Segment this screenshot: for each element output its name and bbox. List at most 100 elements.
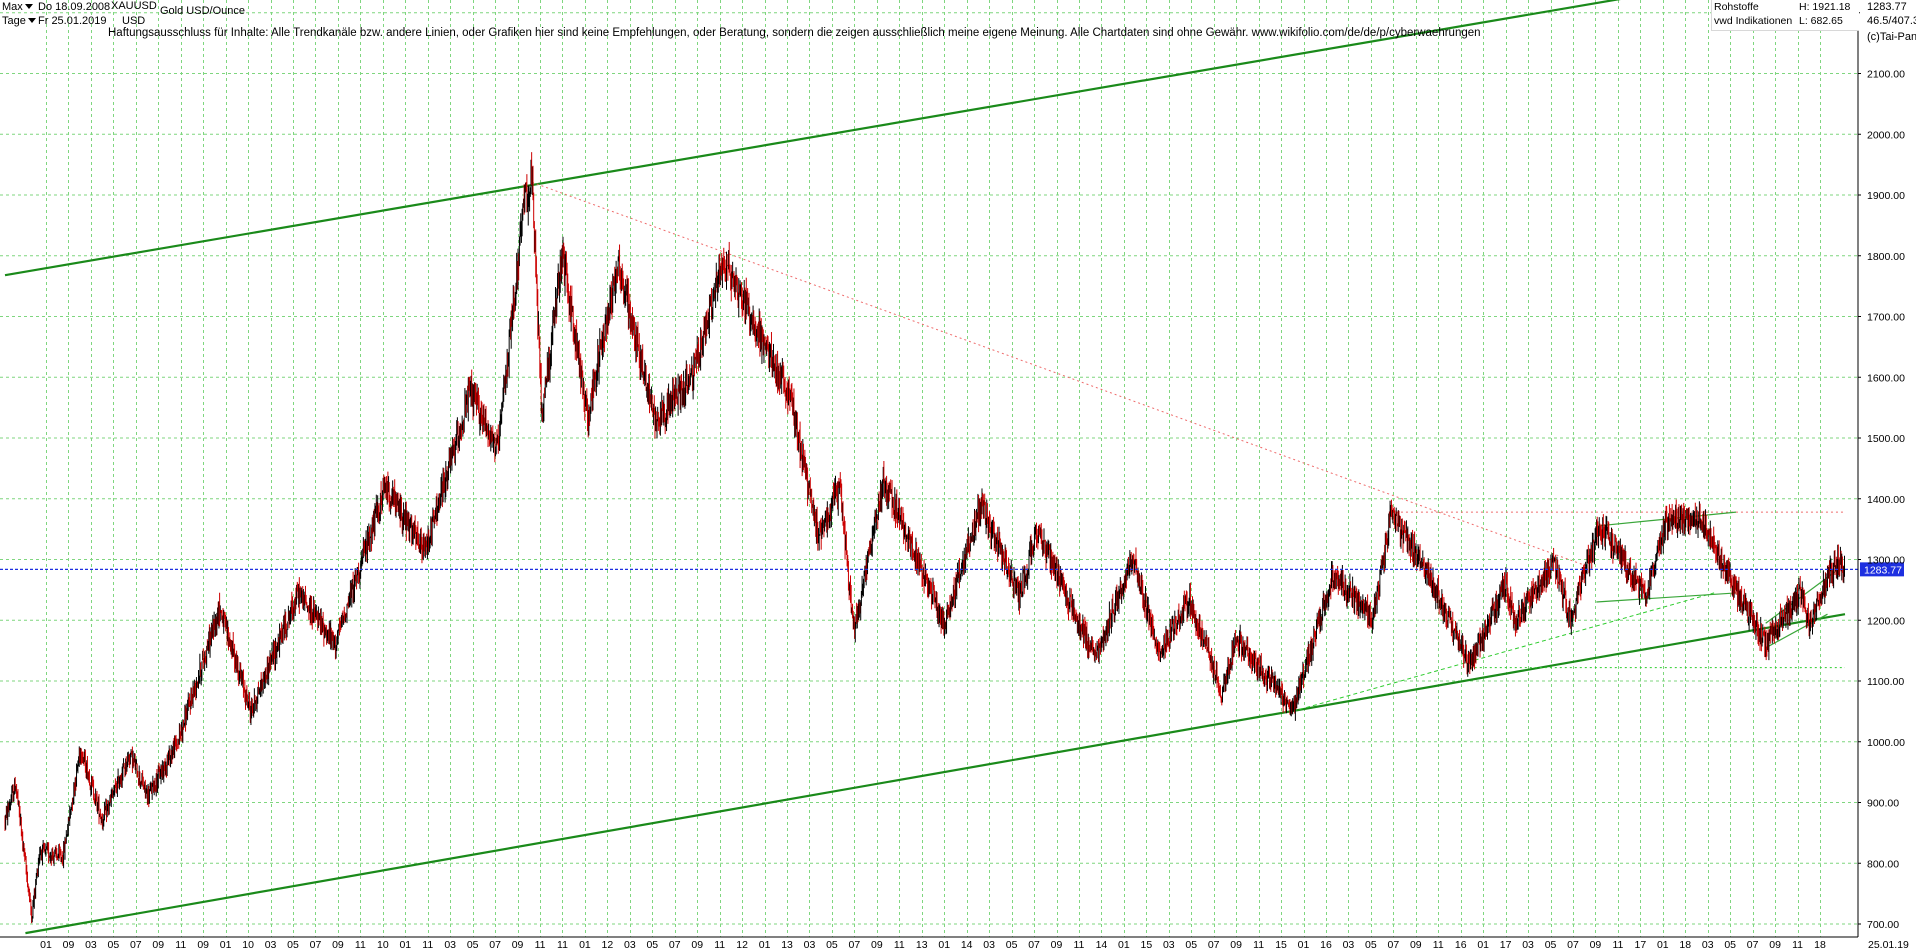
- info-low: L: 682.65: [1799, 15, 1843, 27]
- y-header-box: 1283.77 46.5/407.3 (c)Tai-Pan: [1860, 0, 1916, 48]
- instrument-name: Gold USD/Ounce: [160, 5, 245, 17]
- x-tick-label: 05: [1365, 939, 1377, 951]
- x-tick-label: 11: [1433, 939, 1444, 951]
- x-tick-label: 03: [265, 939, 277, 951]
- x-tick-label: 09: [1410, 939, 1422, 951]
- x-tick-label: 03: [1343, 939, 1355, 951]
- x-tick-label: 01: [220, 939, 232, 951]
- chevron-down-icon: [27, 18, 36, 24]
- x-tick-label: 01: [938, 939, 950, 951]
- x-tick-label: 12: [736, 939, 748, 951]
- x-tick-label: 11: [557, 939, 568, 951]
- x-tick-label: 09: [1590, 939, 1602, 951]
- x-tick-label: 05: [1724, 939, 1736, 951]
- x-tick-label: 09: [691, 939, 703, 951]
- x-tick-label: 07: [310, 939, 322, 951]
- x-tick-label: 01: [40, 939, 52, 951]
- x-tick-label: 01: [579, 939, 591, 951]
- x-tick-label: 13: [781, 939, 793, 951]
- disclaimer: Haftungsausschluss für Inhalte: Alle Tre…: [108, 27, 1481, 39]
- descending-resistance: [531, 181, 1586, 567]
- y-tick-label: 1300.00: [1867, 555, 1905, 567]
- x-tick-label: 01: [1298, 939, 1310, 951]
- x-tick-label: 05: [287, 939, 299, 951]
- x-tick-label: 17: [1500, 939, 1512, 951]
- price-tag-label: 1283.77: [1864, 564, 1902, 576]
- x-tick-label: 11: [422, 939, 433, 951]
- x-tick-label: 09: [63, 939, 75, 951]
- y-tick-label: 1900.00: [1867, 190, 1905, 202]
- y-tick-label: 1100.00: [1867, 676, 1904, 688]
- x-tick-label: 10: [377, 939, 389, 951]
- x-tick-label: 07: [669, 939, 681, 951]
- x-tick-label: 07: [489, 939, 501, 951]
- x-tick-label: 07: [1028, 939, 1040, 951]
- x-tick-label: 05: [1185, 939, 1197, 951]
- indicator-value: 46.5/407.3: [1867, 15, 1916, 27]
- range-dropdown[interactable]: Max: [2, 1, 36, 14]
- x-tick-label: 01: [1477, 939, 1489, 951]
- x-tick-label: 07: [1387, 939, 1399, 951]
- y-tick-label: 1800.00: [1867, 251, 1905, 263]
- plot-background: [0, 0, 1858, 937]
- y-tick-label: 2100.00: [1867, 69, 1905, 81]
- x-tick-label: 16: [1455, 939, 1467, 951]
- y-tick-label: 2000.00: [1867, 129, 1905, 141]
- candlesticks: [4, 152, 1846, 924]
- x-tick-label: 07: [130, 939, 142, 951]
- price-tag-background: [1860, 562, 1904, 577]
- x-tick-label: 09: [1051, 939, 1063, 951]
- x-tick-label: 05: [826, 939, 838, 951]
- x-tick-label: 05: [646, 939, 658, 951]
- info-high: H: 1921.18: [1799, 1, 1851, 13]
- y-tick-label: 1200.00: [1867, 615, 1905, 627]
- x-axis: 01 09 03 05 07 09 11 09 01 10 03 05 07 09 11 10 01 11 03 05…: [40, 939, 1909, 951]
- x-tick-label: 11: [894, 939, 905, 951]
- y-tick-label: 1400.00: [1867, 494, 1905, 506]
- x-tick-label: 03: [804, 939, 816, 951]
- x-tick-label: 14: [1096, 939, 1108, 951]
- x-tick-label: 14: [961, 939, 973, 951]
- x-tick-label: 09: [1769, 939, 1781, 951]
- x-tick-label: 01: [1657, 939, 1669, 951]
- x-tick-label: 03: [1702, 939, 1714, 951]
- x-axis-end-label: 25.01.19: [1868, 939, 1909, 951]
- x-tick-label: 13: [916, 939, 928, 951]
- x-tick-label: 03: [85, 939, 97, 951]
- current-price-line: 1283.77: [0, 562, 1904, 577]
- interval-dropdown[interactable]: Tage: [2, 15, 39, 28]
- x-tick-label: 11: [1612, 939, 1623, 951]
- x-tick-label: 15: [1275, 939, 1287, 951]
- y-tick-label: 700.00: [1867, 919, 1899, 931]
- x-tick-label: 09: [512, 939, 524, 951]
- x-tick-label: 09: [152, 939, 164, 951]
- chevron-down-icon: [24, 4, 33, 10]
- x-tick-label: 16: [1320, 939, 1332, 951]
- x-tick-label: 11: [1074, 939, 1085, 951]
- triangle-bottom: [1596, 592, 1737, 603]
- x-tick-label: 03: [983, 939, 995, 951]
- currency: USD: [122, 15, 146, 27]
- x-tick-label: 05: [108, 939, 120, 951]
- x-tick-label: 07: [849, 939, 861, 951]
- x-tick-label: 11: [1253, 939, 1264, 951]
- x-tick-label: 07: [1567, 939, 1579, 951]
- info-source: vwd Indikationen: [1714, 15, 1793, 27]
- x-tick-label: 09: [197, 939, 209, 951]
- x-tick-label: 05: [467, 939, 479, 951]
- trend-lines: [4, 0, 1846, 935]
- y-tick-label: 900.00: [1867, 798, 1899, 810]
- range-label: Max: [2, 1, 23, 13]
- x-tick-label: 11: [175, 939, 186, 951]
- x-tick-label: 11: [535, 939, 546, 951]
- x-tick-label: 10: [242, 939, 254, 951]
- channel-upper: [4, 0, 1621, 277]
- copyright: (c)Tai-Pan: [1867, 31, 1916, 43]
- wedge-lower: [1765, 613, 1828, 649]
- x-tick-label: 17: [1635, 939, 1647, 951]
- x-tick-label: 18: [1814, 939, 1826, 951]
- x-tick-label: 07: [1208, 939, 1220, 951]
- y-axis: 700.00 800.00 900.00 1000.00 1100.00 1200.00 1…: [1858, 8, 1905, 931]
- x-tick-label: 09: [1230, 939, 1242, 951]
